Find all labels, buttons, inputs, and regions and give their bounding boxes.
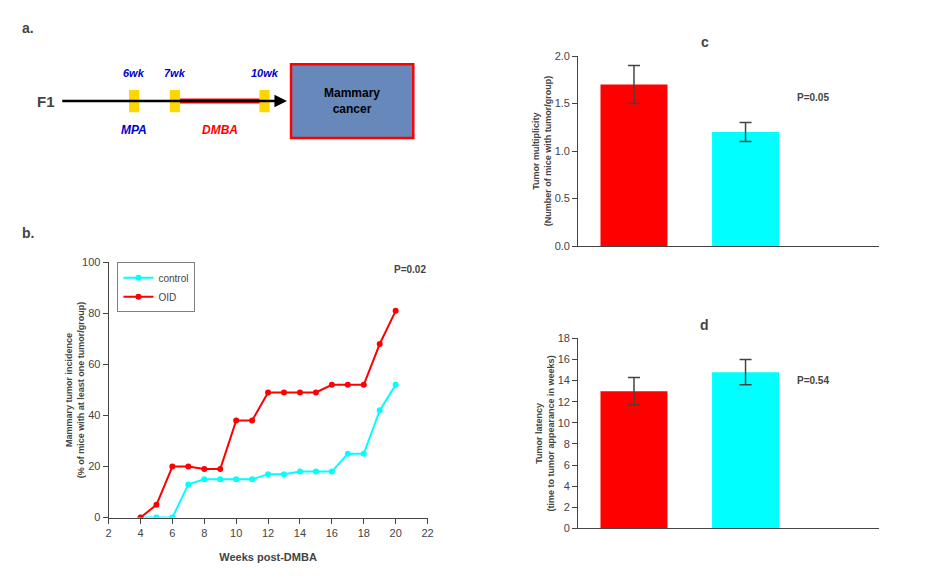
svg-text:MPA: MPA — [121, 123, 147, 137]
svg-text:18: 18 — [358, 527, 370, 539]
svg-text:2: 2 — [106, 527, 112, 539]
svg-text:12: 12 — [262, 527, 274, 539]
svg-text:4: 4 — [564, 480, 570, 492]
svg-text:P=0.05: P=0.05 — [797, 92, 829, 103]
svg-text:10wk: 10wk — [251, 67, 279, 79]
svg-text:8: 8 — [201, 527, 207, 539]
svg-text:12: 12 — [558, 396, 570, 408]
svg-text:6wk: 6wk — [123, 67, 145, 79]
svg-text:1.5: 1.5 — [555, 97, 570, 109]
svg-text:F1: F1 — [37, 93, 55, 110]
svg-text:20: 20 — [88, 460, 100, 472]
svg-text:4: 4 — [137, 527, 143, 539]
svg-text:2: 2 — [564, 501, 570, 513]
svg-text:OID: OID — [158, 292, 176, 303]
svg-text:16: 16 — [558, 353, 570, 365]
svg-text:6: 6 — [564, 459, 570, 471]
svg-text:16: 16 — [326, 527, 338, 539]
svg-text:a.: a. — [22, 20, 34, 36]
svg-text:20: 20 — [390, 527, 402, 539]
svg-text:10: 10 — [230, 527, 242, 539]
svg-text:7wk: 7wk — [164, 67, 186, 79]
svg-text:P=0.54: P=0.54 — [797, 375, 829, 386]
svg-text:22: 22 — [421, 527, 433, 539]
svg-text:100: 100 — [82, 256, 100, 268]
svg-text:10: 10 — [558, 417, 570, 429]
svg-text:b.: b. — [22, 225, 34, 241]
svg-text:2.0: 2.0 — [555, 50, 570, 62]
svg-text:14: 14 — [294, 527, 306, 539]
svg-text:Tumor multiplicity(Number of m: Tumor multiplicity(Number of mice with t… — [531, 76, 553, 227]
svg-text:Mammary tumor incidence(% of m: Mammary tumor incidence(% of mice with a… — [64, 302, 86, 479]
svg-text:Mammarycancer: Mammarycancer — [324, 86, 380, 116]
svg-text:c: c — [701, 34, 709, 50]
svg-text:Tumor latency(time to tumor ap: Tumor latency(time to tumor appearance i… — [534, 355, 556, 511]
svg-text:0: 0 — [564, 522, 570, 534]
svg-text:1.0: 1.0 — [555, 145, 570, 157]
svg-text:DMBA: DMBA — [202, 123, 238, 137]
svg-text:80: 80 — [88, 307, 100, 319]
svg-text:40: 40 — [88, 409, 100, 421]
svg-text:0.0: 0.0 — [555, 240, 570, 252]
svg-text:6: 6 — [169, 527, 175, 539]
svg-text:0: 0 — [94, 511, 100, 523]
svg-text:18: 18 — [558, 332, 570, 344]
svg-text:14: 14 — [558, 374, 570, 386]
svg-text:control: control — [158, 273, 188, 284]
svg-text:0.5: 0.5 — [555, 192, 570, 204]
svg-text:8: 8 — [564, 438, 570, 450]
svg-text:Weeks post-DMBA: Weeks post-DMBA — [219, 551, 317, 563]
svg-text:60: 60 — [88, 358, 100, 370]
svg-text:d: d — [700, 317, 709, 333]
svg-text:P=0.02: P=0.02 — [394, 264, 426, 275]
